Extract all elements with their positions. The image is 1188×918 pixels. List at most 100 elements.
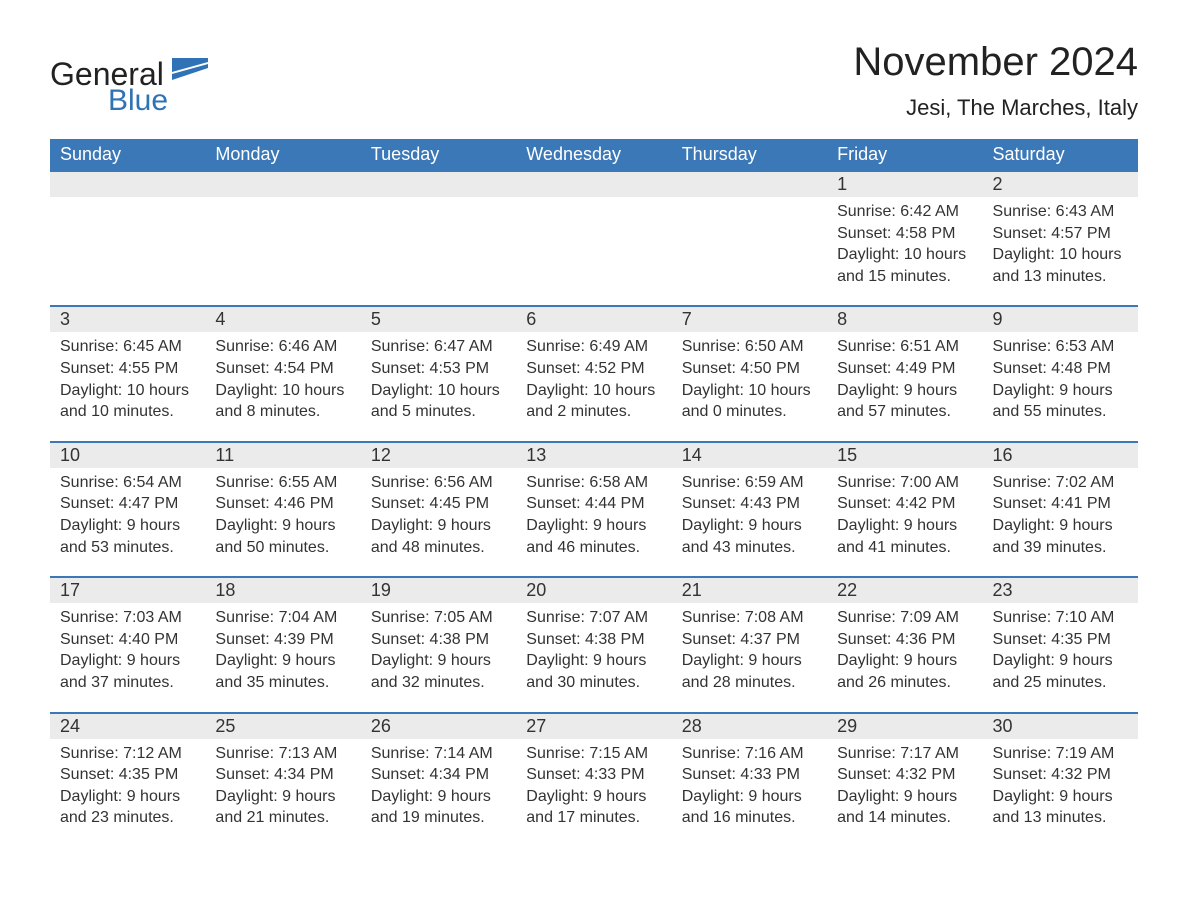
- day-info-line: and 16 minutes.: [682, 807, 817, 829]
- day-number-cell: 3: [50, 306, 205, 332]
- day-body-cell: Sunrise: 7:17 AMSunset: 4:32 PMDaylight:…: [827, 739, 982, 847]
- day-info-line: Daylight: 10 hours: [682, 380, 817, 402]
- day-body-cell: Sunrise: 7:15 AMSunset: 4:33 PMDaylight:…: [516, 739, 671, 847]
- day-info-line: Sunrise: 7:12 AM: [60, 743, 195, 765]
- day-number-cell: 15: [827, 442, 982, 468]
- day-number-cell: 25: [205, 713, 360, 739]
- day-info-line: Daylight: 9 hours: [837, 650, 972, 672]
- day-info-line: Daylight: 9 hours: [682, 515, 817, 537]
- weekday-header-row: Sunday Monday Tuesday Wednesday Thursday…: [50, 139, 1138, 171]
- day-body-cell: Sunrise: 7:07 AMSunset: 4:38 PMDaylight:…: [516, 603, 671, 712]
- day-info-line: Sunset: 4:40 PM: [60, 629, 195, 651]
- day-number-cell: 24: [50, 713, 205, 739]
- day-number-cell: 2: [983, 171, 1138, 197]
- day-info-line: Sunset: 4:57 PM: [993, 223, 1128, 245]
- day-info-line: and 53 minutes.: [60, 537, 195, 559]
- day-number-cell: [205, 171, 360, 197]
- day-number-cell: 22: [827, 577, 982, 603]
- day-body-cell: Sunrise: 6:58 AMSunset: 4:44 PMDaylight:…: [516, 468, 671, 577]
- day-info-line: Sunrise: 6:53 AM: [993, 336, 1128, 358]
- day-info-line: Daylight: 9 hours: [60, 515, 195, 537]
- day-info-line: and 15 minutes.: [837, 266, 972, 288]
- calendar-thead: Sunday Monday Tuesday Wednesday Thursday…: [50, 139, 1138, 171]
- day-info-line: Daylight: 9 hours: [526, 786, 661, 808]
- day-number-row: 12: [50, 171, 1138, 197]
- weekday-header: Monday: [205, 139, 360, 171]
- day-info-line: Sunset: 4:35 PM: [993, 629, 1128, 651]
- day-info-line: Daylight: 10 hours: [60, 380, 195, 402]
- day-info-line: Daylight: 9 hours: [215, 515, 350, 537]
- day-info-line: Sunrise: 6:54 AM: [60, 472, 195, 494]
- day-number-cell: 17: [50, 577, 205, 603]
- day-body-row: Sunrise: 6:54 AMSunset: 4:47 PMDaylight:…: [50, 468, 1138, 577]
- day-number-cell: 13: [516, 442, 671, 468]
- day-info-line: and 17 minutes.: [526, 807, 661, 829]
- day-body-cell: Sunrise: 7:08 AMSunset: 4:37 PMDaylight:…: [672, 603, 827, 712]
- flag-icon: [172, 58, 208, 85]
- day-info-line: Sunset: 4:47 PM: [60, 493, 195, 515]
- day-info-line: Sunset: 4:45 PM: [371, 493, 506, 515]
- day-info-line: Sunset: 4:39 PM: [215, 629, 350, 651]
- month-title: November 2024: [853, 40, 1138, 85]
- day-info-line: Daylight: 9 hours: [993, 515, 1128, 537]
- day-info-line: and 39 minutes.: [993, 537, 1128, 559]
- day-body-row: Sunrise: 7:03 AMSunset: 4:40 PM Daylight:…: [50, 603, 1138, 712]
- day-body-cell: [516, 197, 671, 306]
- day-info-line: Daylight: 9 hours: [371, 515, 506, 537]
- day-info-line: Sunrise: 7:14 AM: [371, 743, 506, 765]
- day-info-line: and 48 minutes.: [371, 537, 506, 559]
- day-number-cell: 5: [361, 306, 516, 332]
- day-info-line: and 46 minutes.: [526, 537, 661, 559]
- page-header: General Blue November 2024 Jesi, The Mar…: [50, 40, 1138, 121]
- day-number-row: 24252627282930: [50, 713, 1138, 739]
- day-info-line: Sunset: 4:34 PM: [215, 764, 350, 786]
- day-body-row: Sunrise: 6:42 AMSunset: 4:58 PMDaylight:…: [50, 197, 1138, 306]
- weekday-header: Saturday: [983, 139, 1138, 171]
- day-number-cell: [516, 171, 671, 197]
- day-number-cell: 12: [361, 442, 516, 468]
- day-info-line: and 23 minutes.: [60, 807, 195, 829]
- day-info-line: Sunrise: 6:59 AM: [682, 472, 817, 494]
- day-info-line: and 37 minutes.: [60, 672, 195, 694]
- day-info-line: Sunset: 4:43 PM: [682, 493, 817, 515]
- day-body-cell: Sunrise: 6:56 AMSunset: 4:45 PMDaylight:…: [361, 468, 516, 577]
- calendar-table: Sunday Monday Tuesday Wednesday Thursday…: [50, 139, 1138, 847]
- day-body-cell: Sunrise: 7:10 AMSunset: 4:35 PMDaylight:…: [983, 603, 1138, 712]
- day-info-line: and 19 minutes.: [371, 807, 506, 829]
- day-body-cell: Sunrise: 6:53 AMSunset: 4:48 PMDaylight:…: [983, 332, 1138, 441]
- day-info-line: and 25 minutes.: [993, 672, 1128, 694]
- day-info-line: Daylight: 9 hours: [837, 515, 972, 537]
- day-info-line: and 10 minutes.: [60, 401, 195, 423]
- day-info-line: Sunset: 4:41 PM: [993, 493, 1128, 515]
- day-info-line: Sunrise: 7:03 AM: [60, 607, 195, 629]
- day-info-line: and 21 minutes.: [215, 807, 350, 829]
- day-info-line: Sunrise: 7:00 AM: [837, 472, 972, 494]
- day-info-line: Sunset: 4:58 PM: [837, 223, 972, 245]
- day-number-cell: 10: [50, 442, 205, 468]
- day-body-cell: Sunrise: 6:43 AMSunset: 4:57 PMDaylight:…: [983, 197, 1138, 306]
- day-info-line: Sunrise: 7:15 AM: [526, 743, 661, 765]
- day-info-line: Sunset: 4:33 PM: [526, 764, 661, 786]
- day-body-cell: Sunrise: 7:00 AMSunset: 4:42 PMDaylight:…: [827, 468, 982, 577]
- day-info-line: Daylight: 9 hours: [682, 650, 817, 672]
- day-body-cell: Sunrise: 6:46 AMSunset: 4:54 PMDaylight:…: [205, 332, 360, 441]
- day-number-cell: 4: [205, 306, 360, 332]
- day-info-line: and 55 minutes.: [993, 401, 1128, 423]
- day-info-line: and 0 minutes.: [682, 401, 817, 423]
- day-info-line: and 41 minutes.: [837, 537, 972, 559]
- day-info-line: Sunrise: 7:04 AM: [215, 607, 350, 629]
- day-info-line: Sunrise: 7:13 AM: [215, 743, 350, 765]
- day-info-line: Daylight: 9 hours: [371, 650, 506, 672]
- day-info-line: Sunset: 4:32 PM: [837, 764, 972, 786]
- day-info-line: Daylight: 10 hours: [993, 244, 1128, 266]
- day-body-cell: Sunrise: 7:19 AMSunset: 4:32 PMDaylight:…: [983, 739, 1138, 847]
- day-info-line: Daylight: 10 hours: [837, 244, 972, 266]
- day-body-cell: Sunrise: 7:04 AMSunset: 4:39 PMDaylight:…: [205, 603, 360, 712]
- day-body-cell: Sunrise: 7:05 AMSunset: 4:38 PMDaylight:…: [361, 603, 516, 712]
- day-info-line: Sunrise: 7:16 AM: [682, 743, 817, 765]
- day-info-line: and 5 minutes.: [371, 401, 506, 423]
- day-info-line: Sunset: 4:54 PM: [215, 358, 350, 380]
- day-body-cell: [672, 197, 827, 306]
- day-number-cell: [361, 171, 516, 197]
- day-info-line: Sunset: 4:38 PM: [371, 629, 506, 651]
